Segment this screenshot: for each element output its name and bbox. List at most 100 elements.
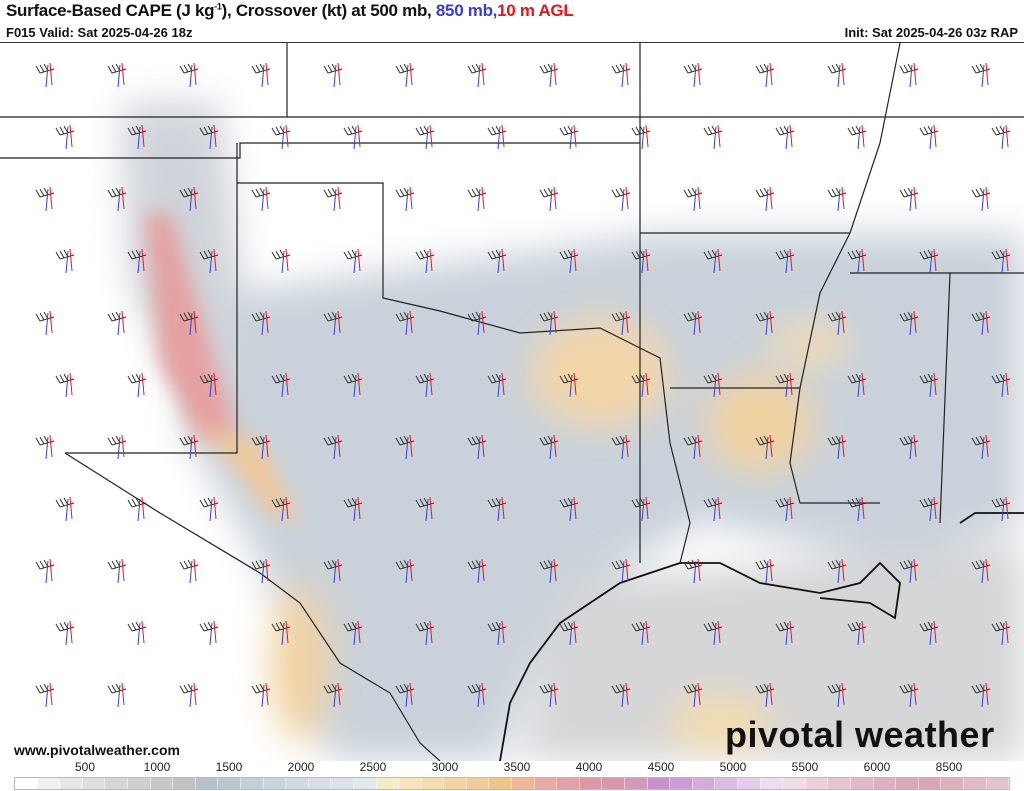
colorbar-label: 500 [74,760,96,774]
colorbar-label: 4000 [575,760,603,774]
wind-barb [847,496,867,522]
wind-barb [971,310,991,336]
wind-barb [251,558,271,584]
wind-barb [847,124,867,150]
wind-barb [107,62,127,88]
wind-barb [35,682,55,708]
wind-barb [755,558,775,584]
wind-barb [775,372,795,398]
wind-barb [919,496,939,522]
colorbar-swatch [353,778,377,789]
wind-barb [611,62,631,88]
colorbar-label: 2500 [359,760,387,774]
wind-barb [755,310,775,336]
colorbar-swatch [850,778,874,789]
wind-barb [271,620,291,646]
wind-barb [539,310,559,336]
wind-barb [539,186,559,212]
colorbar-label: 5500 [791,760,819,774]
wind-barb [323,62,343,88]
wind-barb [395,62,415,88]
high-cape-band [145,213,300,523]
colorbar-swatch [82,778,106,789]
wind-barb [35,310,55,336]
colorbar-swatch [60,778,83,789]
wind-barb [35,62,55,88]
colorbar-swatch [625,778,648,789]
wind-barb [991,124,1011,150]
wind-barb [755,682,775,708]
wind-barb [703,124,723,150]
colorbar-swatch [218,778,241,789]
wind-barb [899,682,919,708]
colorbar-label: 2000 [287,760,315,774]
colorbar-label: 5000 [719,760,747,774]
wind-barb [35,558,55,584]
website-url: www.pivotalweather.com [14,742,180,758]
wind-barb [55,248,75,274]
wind-barb [971,434,991,460]
wind-barb [631,620,651,646]
wind-barb [539,682,559,708]
wind-barb [487,372,507,398]
wind-barb [559,620,579,646]
wind-barb [127,124,147,150]
wind-barb [899,186,919,212]
wind-barb [467,558,487,584]
wind-barb [611,310,631,336]
wind-barb [991,248,1011,274]
wind-barb [899,62,919,88]
colorbar-swatch [150,778,174,789]
colorbar-swatch [715,778,738,789]
colorbar-swatch [444,778,467,789]
wind-barb [35,434,55,460]
wind-barb [415,496,435,522]
colorbar-swatch [783,778,806,789]
wind-barb [487,248,507,274]
wind-barb [631,248,651,274]
colorbar-swatch [399,778,422,789]
colorbar-labels: 500 1000 1500 2000 2500 3000 3500 4000 4500 5000 5… [0,760,1024,774]
colorbar-label: 1000 [143,760,171,774]
wind-barb [323,310,343,336]
wind-barb [559,248,579,274]
colorbar-swatch [466,778,490,789]
state-borders [0,43,1024,761]
colorbar-swatch [896,778,919,789]
wind-barb [467,186,487,212]
colorbar-swatch [308,778,332,789]
wind-barb [899,434,919,460]
wind-barb [107,434,127,460]
colorbar-swatch [738,778,761,789]
cape-shading [120,103,1024,761]
colorbar-swatch [647,778,671,789]
wind-barb [343,620,363,646]
wind-barb [971,62,991,88]
wind-barb [539,62,559,88]
colorbar-swatch [263,778,287,789]
wind-barb [631,372,651,398]
colorbar-label: 3500 [503,760,531,774]
wind-barb [827,310,847,336]
wind-barb [395,186,415,212]
wind-barb [611,186,631,212]
colorbar-swatch [873,778,897,789]
colorbar-swatch [692,778,716,789]
wind-barb [179,62,199,88]
colorbar-swatch [331,778,354,789]
wind-barb [487,124,507,150]
wind-barb [703,248,723,274]
colorbar-swatch [37,778,61,789]
wind-barb [755,434,775,460]
wind-barb [827,682,847,708]
wind-barb [631,124,651,150]
colorbar-swatch [489,778,513,789]
wind-barb [251,310,271,336]
wind-barb [919,248,939,274]
wind-barb [55,620,75,646]
wind-barb [179,310,199,336]
wind-barb [899,558,919,584]
wind-barb [919,620,939,646]
colorbar-swatch [240,778,264,789]
wind-barb [775,496,795,522]
